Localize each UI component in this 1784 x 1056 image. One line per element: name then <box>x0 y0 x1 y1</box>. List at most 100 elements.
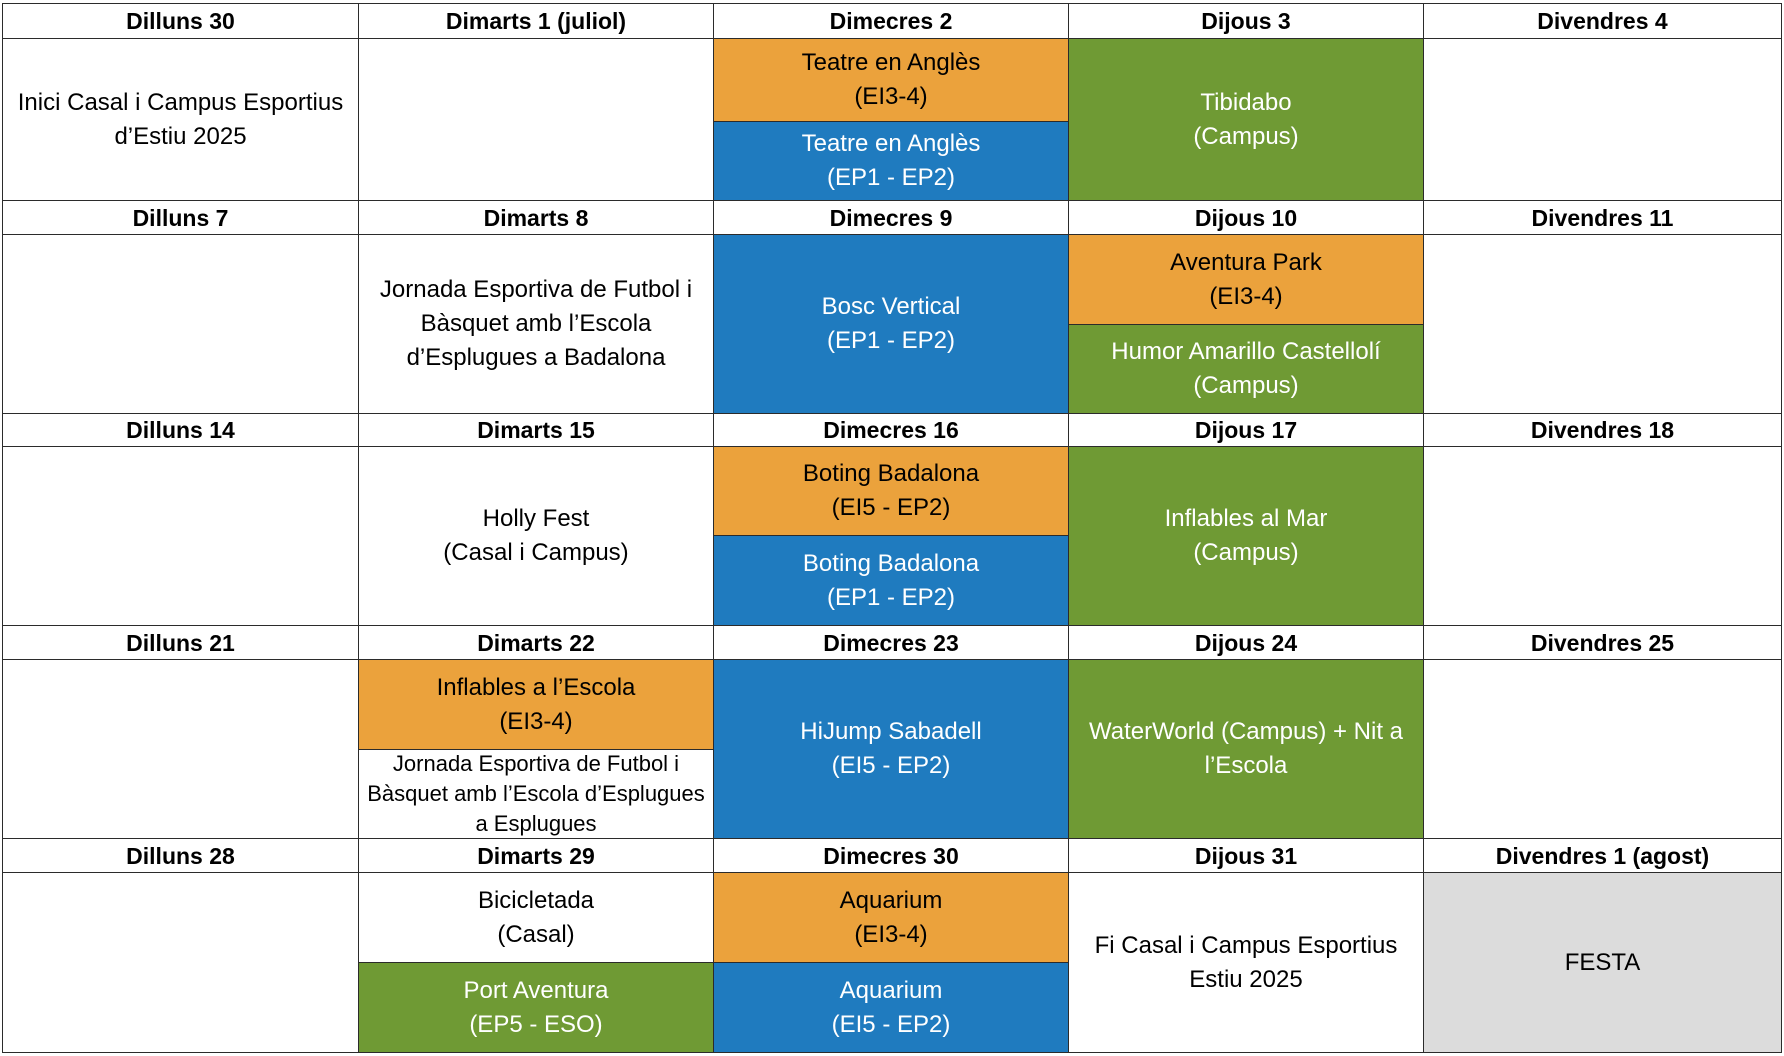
day-header: Dimarts 8 <box>358 200 714 235</box>
event-cell: Bicicletada (Casal) <box>358 872 714 963</box>
day-header: Divendres 4 <box>1423 3 1782 39</box>
event-text-line: Estiu 2025 <box>1189 965 1303 993</box>
empty-day-cell <box>1423 234 1782 414</box>
day-header: Dimarts 22 <box>358 625 714 660</box>
event-cell: Boting Badalona (EP1 - EP2) <box>713 535 1069 626</box>
day-header: Dimecres 9 <box>713 200 1069 235</box>
event-text-line: a Esplugues <box>475 811 597 836</box>
event-text-line: Bàsquet amb l’Escola <box>420 310 652 337</box>
day-header: Dimecres 30 <box>713 838 1069 873</box>
event-text-line: d’Estiu 2025 <box>114 122 247 150</box>
event-text-line: (EI5 - EP2) <box>831 494 951 521</box>
event-text-line: Humor Amarillo Castellolí <box>1111 338 1381 365</box>
event-text-line: (Casal) <box>497 920 575 948</box>
empty-day-cell <box>2 872 359 1053</box>
event-text-line: Fi Casal i Campus Esportius <box>1094 931 1398 959</box>
day-header: Dijous 31 <box>1068 838 1424 873</box>
event-text-line: (Campus) <box>1193 122 1299 150</box>
event-cell: Aquarium (EI5 - EP2) <box>713 962 1069 1053</box>
event-cell: Inflables al Mar (Campus) <box>1068 446 1424 626</box>
day-header: Dilluns 28 <box>2 838 359 873</box>
day-header: Dilluns 14 <box>2 413 359 447</box>
event-cell: Jornada Esportiva de Futbol i Bàsquet amb… <box>358 234 714 414</box>
empty-day-cell <box>2 659 359 839</box>
event-cell: Aventura Park (EI3-4) <box>1068 234 1424 325</box>
event-text-line: (EI3-4) <box>854 920 928 948</box>
event-cell: Teatre en Anglès (EP1 - EP2) <box>713 121 1069 201</box>
event-text-line: Boting Badalona <box>802 460 980 487</box>
event-text-line: l’Escola <box>1204 752 1288 779</box>
event-text-line: Inflables al Mar <box>1164 505 1328 532</box>
day-header: Divendres 11 <box>1423 200 1782 235</box>
event-text-line: (EI3-4) <box>499 707 573 735</box>
day-header: Dilluns 21 <box>2 625 359 660</box>
event-text-line: Inici Casal i Campus Esportius <box>17 88 344 116</box>
day-header: Dijous 24 <box>1068 625 1424 660</box>
event-text-line: (EP1 - EP2) <box>826 164 956 191</box>
event-cell: Holly Fest (Casal i Campus) <box>358 446 714 626</box>
day-header: Dimarts 1 (juliol) <box>358 3 714 39</box>
event-text-line: Aventura Park <box>1170 248 1322 276</box>
event-text-line: Boting Badalona <box>802 549 980 577</box>
event-text-line: Teatre en Anglès <box>801 130 981 157</box>
event-text-line: Bàsquet amb l’Escola d’Esplugues <box>367 781 705 806</box>
empty-day-cell <box>2 446 359 626</box>
day-header: Divendres 25 <box>1423 625 1782 660</box>
event-cell: Jornada Esportiva de Futbol i Bàsquet amb… <box>358 749 714 839</box>
empty-day-cell <box>1423 38 1782 201</box>
event-text-line: (EP1 - EP2) <box>826 327 956 354</box>
event-cell: WaterWorld (Campus) + Nit a l’Escola <box>1068 659 1424 839</box>
event-text-line: Aquarium <box>839 886 943 914</box>
event-text-line: Tibidabo <box>1200 88 1292 116</box>
day-header: Dimecres 16 <box>713 413 1069 447</box>
event-cell: Aquarium (EI3-4) <box>713 872 1069 963</box>
activity-calendar: Dilluns 30 Dimarts 1 (juliol) Dimecres 2 Di… <box>2 3 1782 1053</box>
day-header: Dimecres 23 <box>713 625 1069 660</box>
event-cell: HiJump Sabadell (EI5 - EP2) <box>713 659 1069 839</box>
event-text-line: (Campus) <box>1193 539 1299 566</box>
event-text-line: (EI5 - EP2) <box>831 752 951 779</box>
event-cell: Port Aventura (EP5 - ESO) <box>358 962 714 1053</box>
event-text-line: Bicicletada <box>477 886 595 914</box>
event-text-line: Inflables a l’Escola <box>436 673 636 701</box>
day-header: Dilluns 7 <box>2 200 359 235</box>
event-cell: Fi Casal i Campus Esportius Estiu 2025 <box>1068 872 1424 1053</box>
event-cell: Bosc Vertical (EP1 - EP2) <box>713 234 1069 414</box>
day-header: Dilluns 30 <box>2 3 359 39</box>
event-cell: FESTA <box>1423 872 1782 1053</box>
event-text-line: Holly Fest <box>482 505 590 532</box>
empty-day-cell <box>2 234 359 414</box>
day-header: Dijous 3 <box>1068 3 1424 39</box>
event-cell: Inici Casal i Campus Esportius d’Estiu 20… <box>2 38 359 201</box>
event-text-line: (EI5 - EP2) <box>831 1010 951 1038</box>
day-header: Dijous 10 <box>1068 200 1424 235</box>
empty-day-cell <box>1423 659 1782 839</box>
event-text-line: d’Esplugues a Badalona <box>406 344 666 371</box>
event-text-line: (EP5 - ESO) <box>469 1010 603 1038</box>
event-text-line: Jornada Esportiva de Futbol i <box>392 751 680 776</box>
empty-day-cell <box>1423 446 1782 626</box>
day-header: Dimecres 2 <box>713 3 1069 39</box>
event-text-line: Jornada Esportiva de Futbol i <box>379 276 693 303</box>
event-cell: Teatre en Anglès (EI3-4) <box>713 38 1069 122</box>
event-text-line: HiJump Sabadell <box>800 718 982 745</box>
day-header: Dijous 17 <box>1068 413 1424 447</box>
day-header: Divendres 1 (agost) <box>1423 838 1782 873</box>
event-text-line: Teatre en Anglès <box>801 49 981 76</box>
event-cell: Tibidabo (Campus) <box>1068 38 1424 201</box>
event-text-line: FESTA <box>1564 948 1641 976</box>
event-text-line: (EP1 - EP2) <box>826 583 956 611</box>
event-text-line: WaterWorld (Campus) + Nit a <box>1088 718 1404 745</box>
day-header: Divendres 18 <box>1423 413 1782 447</box>
empty-day-cell <box>358 38 714 201</box>
event-text-line: Bosc Vertical <box>821 293 961 320</box>
event-cell: Inflables a l’Escola (EI3-4) <box>358 659 714 750</box>
event-cell: Humor Amarillo Castellolí (Campus) <box>1068 324 1424 414</box>
day-header: Dimarts 15 <box>358 413 714 447</box>
event-text-line: (EI3-4) <box>1209 282 1283 310</box>
day-header: Dimarts 29 <box>358 838 714 873</box>
event-text-line: (EI3-4) <box>854 83 928 110</box>
event-text-line: Aquarium <box>839 976 943 1004</box>
event-text-line: Port Aventura <box>463 976 609 1004</box>
event-cell: Boting Badalona (EI5 - EP2) <box>713 446 1069 536</box>
